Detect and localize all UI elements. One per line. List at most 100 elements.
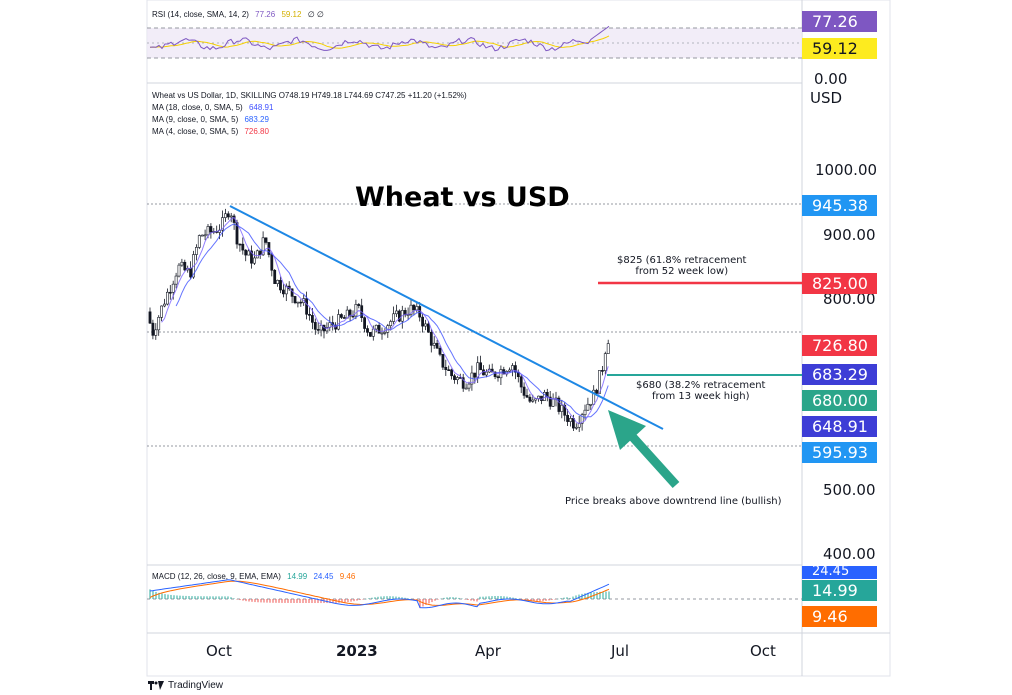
candle-body	[342, 317, 346, 319]
macd-histogram-bar	[458, 597, 460, 599]
macd-histogram-bar	[314, 599, 316, 604]
candle-body	[380, 332, 384, 335]
macd-histogram-bar	[188, 596, 190, 599]
macd-line	[149, 579, 610, 609]
candle-body	[221, 217, 224, 231]
price-axis-label-800: 800.00	[823, 290, 876, 308]
ma18-line	[175, 223, 609, 419]
macd-histogram-bar	[434, 599, 436, 601]
macd-histogram-bar	[530, 599, 532, 601]
macd-histogram-bar	[200, 596, 202, 599]
candle-body	[203, 234, 207, 237]
candle-body	[366, 328, 369, 333]
tradingview-brand[interactable]: TradingView	[148, 680, 223, 691]
candle-body	[189, 268, 193, 278]
macd-histogram-bar	[599, 591, 601, 599]
macd-histogram-bar	[608, 591, 610, 599]
candle-body	[522, 386, 526, 396]
ma9-legend-value: 683.29	[244, 115, 269, 124]
macd-histogram-bar	[455, 597, 457, 599]
macd-histogram-bar	[191, 596, 193, 599]
macd-histogram-bar	[416, 599, 418, 601]
macd-histogram-bar	[317, 599, 319, 604]
macd-histogram-bar	[218, 596, 220, 599]
macd-histogram-bar	[545, 599, 547, 601]
candle-body	[583, 409, 587, 416]
rsi-legend: RSI (14, close, SMA, 14, 2) 77.26 59.12 …	[152, 9, 324, 20]
macd-histogram-bar	[461, 598, 463, 600]
macd-histogram-bar	[590, 592, 592, 599]
x-axis-label-apr: Apr	[475, 642, 501, 660]
candle-body	[299, 301, 303, 304]
candle-body	[206, 226, 210, 236]
candle-body	[293, 296, 297, 304]
macd-histogram-bar	[281, 599, 283, 603]
macd-histogram-bar	[440, 598, 442, 600]
candle-body	[450, 369, 454, 377]
candle-body	[464, 387, 468, 390]
candle-body	[351, 315, 355, 318]
candle-body	[224, 213, 227, 218]
macd-histogram-bar	[251, 599, 253, 602]
candle-body	[397, 310, 401, 322]
macd-histogram-bar	[203, 596, 205, 599]
macd-histogram-bar	[584, 593, 586, 599]
macd-histogram-bar	[548, 599, 550, 601]
macd-histogram-bar	[446, 597, 448, 599]
candle-body	[183, 261, 187, 271]
candle-body	[270, 254, 274, 271]
candle-body	[444, 366, 448, 370]
macd-histogram-bar	[518, 598, 520, 600]
macd-histogram-bar	[536, 599, 538, 602]
price-tag-825: 825.00	[802, 273, 877, 294]
macd-histogram-bar	[563, 597, 565, 599]
macd-histogram-bar	[437, 599, 439, 600]
candle-body	[253, 257, 256, 264]
candle-body	[313, 322, 317, 330]
macd-histogram-bar	[575, 595, 577, 599]
candle-body	[589, 403, 593, 406]
macd-histogram-bar	[464, 599, 466, 600]
candle-body	[374, 324, 378, 330]
macd-tag-14: 14.99	[802, 580, 877, 601]
macd-histogram-bar	[254, 599, 256, 603]
macd-histogram-bar	[503, 596, 505, 599]
candle-body	[209, 226, 213, 233]
candle-body	[308, 313, 311, 316]
candle-body	[563, 404, 567, 416]
candle-body	[606, 343, 610, 354]
macd-histogram-bar	[206, 596, 208, 599]
candle-body	[429, 331, 433, 346]
candle-body	[467, 383, 471, 389]
candle-body	[241, 243, 245, 251]
candle-body	[455, 377, 459, 381]
breakout-arrow	[608, 410, 680, 489]
ma4-legend-value: 726.80	[244, 127, 269, 136]
macd-histogram-bar	[347, 599, 349, 603]
candle-body	[276, 279, 280, 284]
candle-body	[229, 215, 233, 218]
macd-histogram-bar	[377, 596, 379, 599]
candle-body	[586, 403, 590, 411]
macd-histogram-bar	[158, 592, 160, 599]
candle-body	[160, 305, 164, 318]
candle-body	[557, 397, 561, 412]
macd-histogram-bar	[332, 599, 334, 604]
chart-title: Wheat vs USD	[355, 182, 570, 213]
candle-body	[447, 369, 451, 371]
x-axis-label-jul: Jul	[611, 642, 630, 660]
macd-histogram-bar	[401, 597, 403, 599]
ma18-legend: MA (18, close, 0, SMA, 5) 648.91	[152, 102, 273, 113]
macd-histogram-bar	[551, 599, 553, 600]
macd-histogram-bar	[380, 596, 382, 599]
candle-body	[226, 213, 230, 218]
candle-body	[244, 249, 248, 256]
candle-body	[157, 317, 161, 331]
ma9-legend-label: MA (9, close, 0, SMA, 5)	[152, 115, 239, 124]
macd-histogram-bar	[365, 598, 367, 600]
macd-histogram-bar	[212, 596, 214, 599]
macd-histogram-bar	[197, 596, 199, 599]
macd-histogram-bar	[602, 591, 604, 599]
macd-histogram-bar	[155, 591, 157, 599]
